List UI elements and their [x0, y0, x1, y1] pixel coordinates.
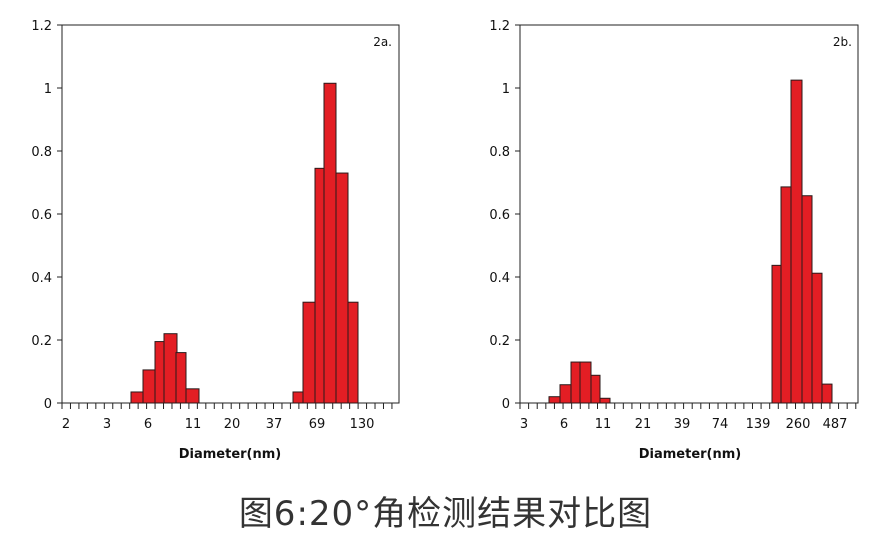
y-tick-label: 0.4: [31, 271, 52, 286]
y-tick-label: 0: [502, 397, 510, 412]
x-tick-label: 2: [62, 417, 70, 432]
bar: [599, 397, 611, 404]
y-axis: 0 0.2 0.4 0.6 0.8 1 1.2: [31, 19, 62, 412]
bar: [771, 264, 782, 404]
bar: [163, 333, 178, 404]
bar: [154, 341, 165, 404]
y-tick-label: 0.8: [31, 145, 52, 160]
bar-series: [548, 79, 833, 404]
y-tick-label: 0.2: [489, 334, 510, 349]
x-axis: 3 6 11 21 39 74 139 260 487: [519, 403, 857, 432]
bar: [780, 186, 792, 404]
y-tick-label: 0.4: [489, 271, 510, 286]
bar: [548, 396, 561, 404]
bar: [175, 352, 187, 404]
x-tick-label: 130: [350, 417, 375, 432]
bar: [292, 391, 304, 404]
bar-series: [130, 82, 359, 404]
x-tick-label: 260: [786, 417, 811, 432]
x-axis-title: Diameter(nm): [179, 447, 282, 462]
y-tick-label: 1.2: [31, 19, 52, 34]
panel-label: 2a.: [373, 35, 392, 49]
bar: [811, 272, 823, 404]
x-axis: 2 3 6 11 20 37 69 130: [61, 403, 393, 432]
bar: [142, 369, 156, 404]
x-axis-title: Diameter(nm): [639, 447, 742, 462]
x-tick-label: 74: [712, 417, 729, 432]
bar: [130, 391, 144, 404]
y-tick-label: 0.6: [489, 208, 510, 223]
bar: [559, 384, 572, 404]
y-tick-label: 1: [44, 82, 52, 97]
y-axis: 0 0.2 0.4 0.6 0.8 1 1.2: [489, 19, 520, 412]
x-tick-label: 487: [823, 417, 848, 432]
bar: [335, 172, 349, 404]
x-tick-label: 21: [635, 417, 652, 432]
x-tick-label: 11: [185, 417, 202, 432]
x-tick-label: 69: [309, 417, 326, 432]
x-tick-label: 20: [224, 417, 241, 432]
figure-caption: 图6:20°角检测结果对比图: [238, 494, 653, 534]
y-tick-label: 0.6: [31, 208, 52, 223]
bar: [579, 361, 592, 404]
y-tick-label: 1.2: [489, 19, 510, 34]
x-tick-label: 6: [560, 417, 568, 432]
chart-panel-2b: 0 0.2 0.4 0.6 0.8 1 1.2 3 6 11 21 39 74 139 260 487 2b…: [489, 19, 859, 462]
x-tick-label: 11: [595, 417, 612, 432]
y-tick-label: 1: [502, 82, 510, 97]
x-tick-label: 39: [674, 417, 691, 432]
bar: [347, 301, 359, 404]
y-tick-label: 0: [44, 397, 52, 412]
chart-panel-2a: 0 0.2 0.4 0.6 0.8 1 1.2 2 3 6 11 20 37 69 130 2a. Dia…: [31, 19, 400, 462]
y-tick-label: 0.2: [31, 334, 52, 349]
panel-label: 2b.: [833, 35, 852, 49]
y-tick-label: 0.8: [489, 145, 510, 160]
x-tick-label: 3: [103, 417, 111, 432]
bar: [821, 383, 833, 404]
bar: [790, 79, 803, 404]
x-tick-label: 6: [144, 417, 152, 432]
x-tick-label: 3: [520, 417, 528, 432]
bar: [570, 361, 581, 404]
bar: [801, 195, 813, 404]
x-tick-label: 139: [746, 417, 771, 432]
bar: [323, 82, 337, 404]
bar: [590, 374, 601, 404]
bar: [314, 167, 325, 404]
bar: [302, 301, 316, 404]
bar: [185, 388, 200, 404]
x-tick-label: 37: [266, 417, 283, 432]
